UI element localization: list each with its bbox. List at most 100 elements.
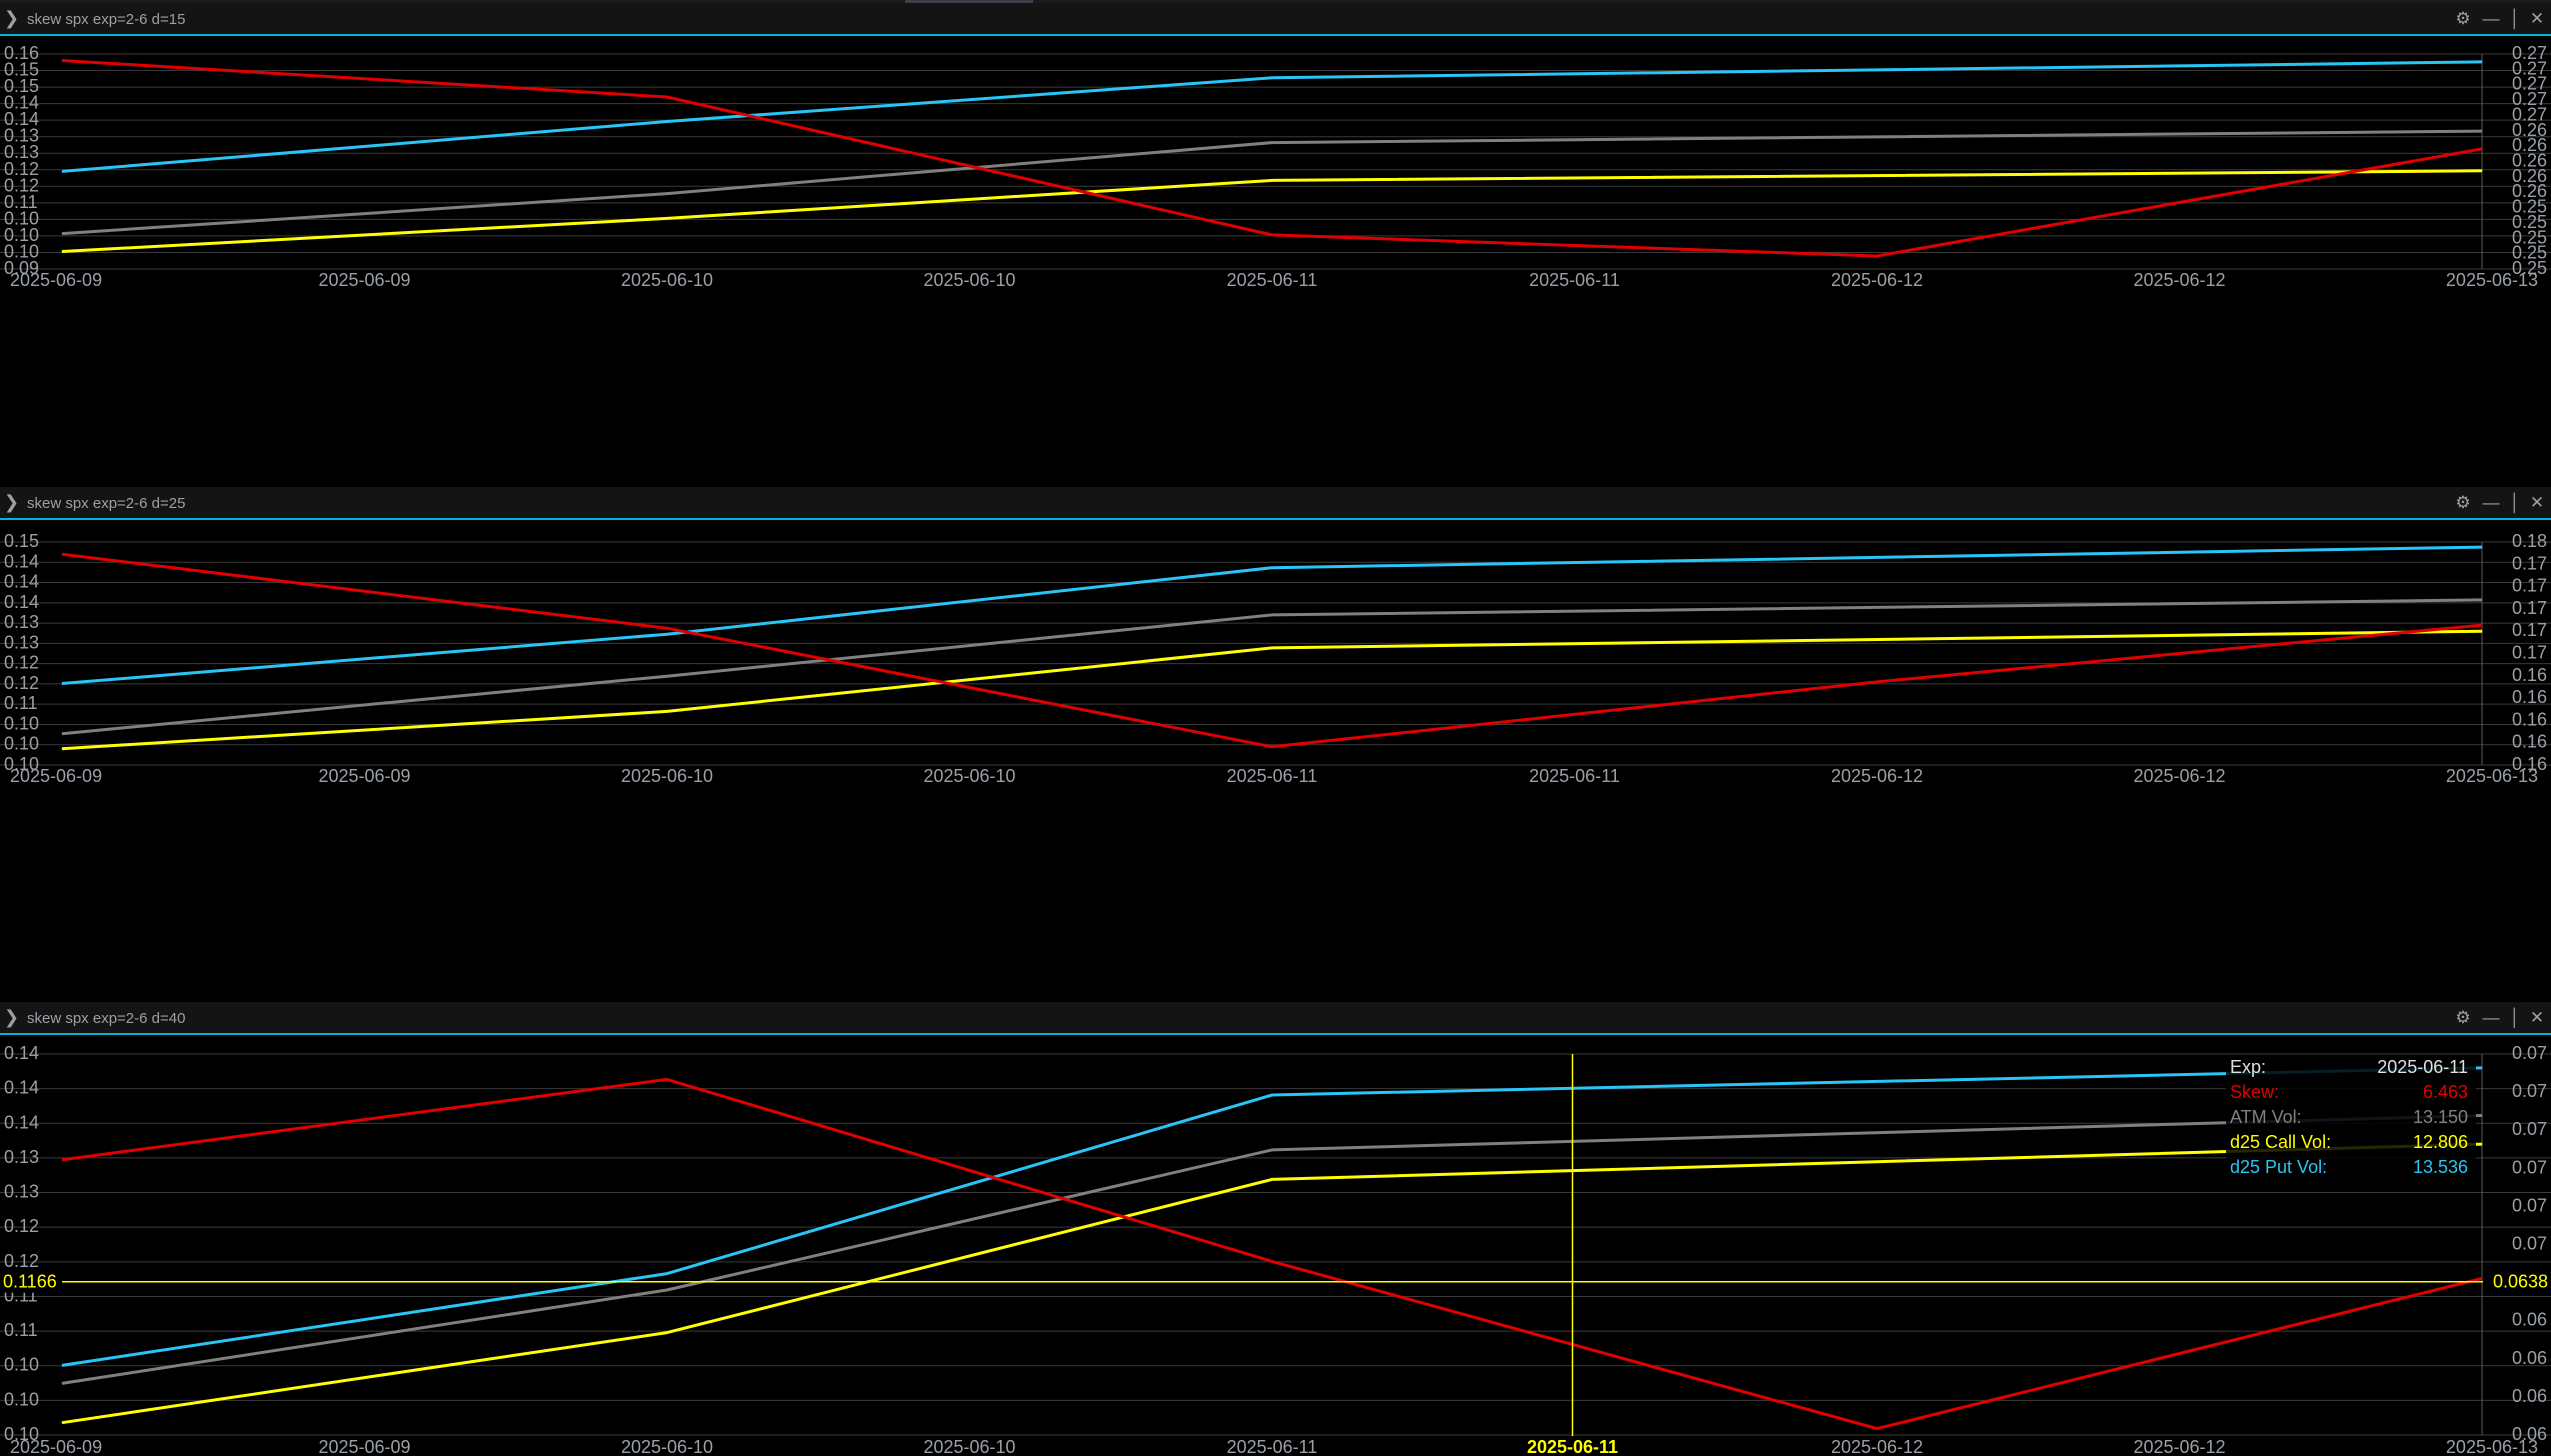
line-chart-d15[interactable]: 0.160.150.150.140.140.130.130.120.120.11… — [0, 36, 2551, 296]
panel-titlebar: ❯ skew spx exp=2-6 d=40 ⚙ — │ ✕ — [0, 1002, 2551, 1035]
put-data-point — [1271, 77, 1273, 79]
put-data-point — [2481, 1067, 2483, 1069]
minimize-icon[interactable]: — — [2482, 9, 2500, 28]
right-tick-label: 0.27 — [2512, 58, 2547, 78]
right-tick-label: 0.16 — [2512, 709, 2547, 729]
panel-titlebar: ❯ skew spx exp=2-6 d=15 ⚙ — │ ✕ — [0, 3, 2551, 36]
close-icon[interactable]: ✕ — [2529, 493, 2545, 512]
call-data-point — [666, 1332, 668, 1334]
left-tick-label: 0.10 — [4, 225, 39, 245]
minimize-icon[interactable]: — — [2482, 1008, 2500, 1027]
put-series-line[interactable] — [61, 60, 2483, 173]
x-tick-label: 2025-06-12 — [2133, 766, 2225, 786]
skew-data-point — [1271, 1260, 1273, 1262]
left-tick-label: 0.13 — [4, 1182, 39, 1202]
left-tick-label: 0.15 — [4, 76, 39, 96]
skew-series-line[interactable] — [61, 59, 2483, 258]
atm-series-line[interactable] — [61, 129, 2483, 236]
left-tick-label: 0.14 — [4, 592, 39, 612]
gear-icon[interactable]: ⚙ — [2455, 493, 2471, 512]
plot-area: 0.140.140.140.130.130.120.120.110.110.10… — [0, 1043, 2551, 1456]
tooltip-label: Skew: — [2230, 1082, 2279, 1102]
atm-series-line[interactable] — [61, 1114, 2483, 1385]
put-series-line[interactable] — [61, 545, 2483, 685]
maximize-icon[interactable]: │ — [2509, 9, 2521, 28]
x-tick-label: 2025-06-12 — [1831, 1437, 1923, 1456]
chart-panel-d15: ❯ skew spx exp=2-6 d=15 ⚙ — │ ✕ 0.16 0.15… — [0, 3, 2551, 296]
call-series-line[interactable] — [61, 629, 2483, 751]
line-chart-d25[interactable]: 0.150.140.140.140.130.130.120.120.110.10… — [0, 520, 2551, 793]
right-tick-label: 0.16 — [2512, 732, 2547, 752]
skew-series-line[interactable] — [61, 552, 2483, 749]
right-tick-label: 0.18 — [2512, 531, 2547, 551]
tooltip-label: d25 Put Vol: — [2230, 1157, 2327, 1177]
close-icon[interactable]: ✕ — [2529, 1008, 2545, 1027]
tooltip-bg — [2226, 1055, 2476, 1186]
call-data-point — [1271, 1178, 1273, 1180]
chevron-right-icon[interactable]: ❯ — [4, 8, 20, 28]
left-tick-label: 0.14 — [4, 1043, 39, 1063]
chart-panel-d40: ❯ skew spx exp=2-6 d=40 ⚙ — │ ✕ 0.14 0.14… — [0, 1002, 2551, 1456]
atm-data-point — [1271, 142, 1273, 144]
call-data-point — [666, 217, 668, 219]
left-tick-label: 0.13 — [4, 1147, 39, 1167]
tooltip-label: ATM Vol: — [2230, 1107, 2302, 1127]
left-tick-label: 0.10 — [4, 208, 39, 228]
call-series-line[interactable] — [61, 1142, 2483, 1425]
skew-data-point — [666, 96, 668, 98]
call-data-point — [61, 1422, 63, 1424]
tooltip-value: 13.536 — [2413, 1157, 2468, 1177]
put-data-point — [61, 1364, 63, 1366]
right-tick-label: 0.07 — [2512, 1157, 2547, 1177]
right-tick-label: 0.26 — [2512, 135, 2547, 155]
skew-series-line[interactable] — [61, 1077, 2483, 1431]
maximize-icon[interactable]: │ — [2509, 493, 2521, 512]
x-tick-label: 2025-06-11 — [1227, 1437, 1318, 1456]
tooltip-value: 12.806 — [2413, 1132, 2468, 1152]
put-series-line[interactable] — [61, 1066, 2483, 1367]
put-data-point — [666, 1273, 668, 1275]
x-tick-label: 2025-06-10 — [621, 766, 713, 786]
crosshair-right-bg — [2483, 1270, 2551, 1293]
x-tick-label: 2025-06-10 — [923, 766, 1015, 786]
chart-panel-d25: ❯ skew spx exp=2-6 d=25 ⚙ — │ ✕ 0.15 0.14… — [0, 487, 2551, 793]
crosshair-x-value: 2025-06-11 — [1527, 1437, 1618, 1456]
call-data-point — [1271, 179, 1273, 181]
right-tick-label: 0.27 — [2512, 89, 2547, 109]
left-tick-label: 0.10 — [4, 734, 39, 754]
top-tab[interactable] — [905, 0, 1033, 3]
right-tick-label: 0.17 — [2512, 553, 2547, 573]
right-tick-label: 0.06 — [2512, 1386, 2547, 1406]
call-series-line[interactable] — [61, 169, 2483, 253]
call-data-point — [61, 250, 63, 252]
right-tick-label: 0.25 — [2512, 227, 2547, 247]
top-tab-strip — [0, 0, 2551, 3]
x-tick-label: 2025-06-09 — [10, 1437, 102, 1456]
right-tick-label: 0.26 — [2512, 166, 2547, 186]
left-tick-label: 0.13 — [4, 632, 39, 652]
window-controls: ⚙ — │ ✕ — [2441, 1002, 2551, 1035]
call-data-point — [2481, 170, 2483, 172]
crosshair-x-bg — [1520, 1436, 1625, 1456]
atm-data-point — [666, 193, 668, 195]
tooltip-label: Exp: — [2230, 1057, 2266, 1077]
x-tick-label: 2025-06-09 — [318, 1437, 410, 1456]
line-chart-d40[interactable]: 0.140.140.140.130.130.120.120.110.110.10… — [0, 1035, 2551, 1456]
atm-data-point — [2481, 599, 2483, 601]
x-tick-label: 2025-06-13 — [2446, 766, 2538, 786]
atm-data-point — [2481, 130, 2483, 132]
right-tick-label: 0.07 — [2512, 1119, 2547, 1139]
skew-data-point — [61, 59, 63, 61]
left-tick-label: 0.13 — [4, 126, 39, 146]
left-tick-label: 0.14 — [4, 1112, 39, 1132]
chevron-right-icon[interactable]: ❯ — [4, 492, 20, 512]
panel-title: skew spx exp=2-6 d=25 — [27, 495, 186, 512]
atm-series-line[interactable] — [61, 598, 2483, 736]
minimize-icon[interactable]: — — [2482, 493, 2500, 512]
maximize-icon[interactable]: │ — [2509, 1008, 2521, 1027]
gear-icon[interactable]: ⚙ — [2455, 1008, 2471, 1027]
gear-icon[interactable]: ⚙ — [2455, 9, 2471, 28]
atm-data-point — [666, 1289, 668, 1291]
chevron-right-icon[interactable]: ❯ — [4, 1007, 20, 1027]
close-icon[interactable]: ✕ — [2529, 9, 2545, 28]
